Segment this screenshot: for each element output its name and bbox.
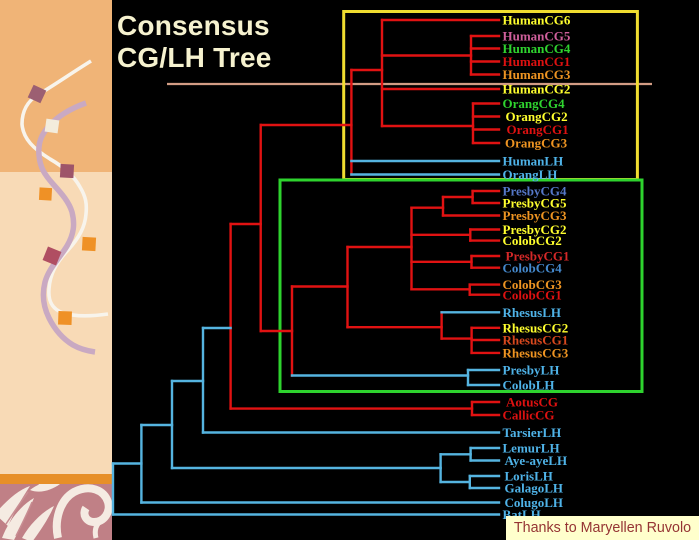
svg-text:ColobCG4: ColobCG4 <box>503 260 563 275</box>
svg-text:GalagoLH: GalagoLH <box>505 481 564 496</box>
svg-text:AotusCG: AotusCG <box>506 395 558 410</box>
svg-text:TarsierLH: TarsierLH <box>503 425 562 440</box>
svg-text:OrangCG4: OrangCG4 <box>503 96 566 111</box>
svg-text:RhesusCG1: RhesusCG1 <box>503 333 569 348</box>
svg-text:ColobCG3: ColobCG3 <box>503 277 563 292</box>
svg-text:RhesusCG2: RhesusCG2 <box>503 320 569 335</box>
svg-text:HumanCG6: HumanCG6 <box>503 13 571 28</box>
svg-text:PresbyCG1: PresbyCG1 <box>506 249 570 264</box>
svg-text:HumanCG1: HumanCG1 <box>503 54 571 69</box>
svg-text:PresbyCG3: PresbyCG3 <box>503 208 568 223</box>
svg-text:HumanCG5: HumanCG5 <box>503 29 571 44</box>
svg-text:CallicCG: CallicCG <box>503 408 555 423</box>
svg-text:OrangCG2: OrangCG2 <box>506 109 568 124</box>
svg-text:HumanCG3: HumanCG3 <box>503 67 571 82</box>
svg-text:ColugoLH: ColugoLH <box>505 495 564 510</box>
svg-text:ColobLH: ColobLH <box>503 378 555 393</box>
svg-text:OrangLH: OrangLH <box>503 167 558 182</box>
svg-text:HumanLH: HumanLH <box>503 154 564 169</box>
svg-text:LemurLH: LemurLH <box>503 441 560 456</box>
svg-text:HumanCG4: HumanCG4 <box>503 41 571 56</box>
svg-text:PresbyCG4: PresbyCG4 <box>503 184 568 199</box>
svg-text:OrangCG1: OrangCG1 <box>507 122 569 137</box>
svg-text:ColobCG1: ColobCG1 <box>503 287 562 302</box>
svg-text:RhesusCG3: RhesusCG3 <box>503 346 569 361</box>
svg-text:PresbyCG5: PresbyCG5 <box>503 196 568 211</box>
svg-text:Aye-ayeLH: Aye-ayeLH <box>505 453 568 468</box>
svg-text:OrangCG3: OrangCG3 <box>505 136 568 151</box>
svg-text:PresbyLH: PresbyLH <box>503 363 560 378</box>
svg-text:RhesusLH: RhesusLH <box>503 305 562 320</box>
svg-text:LorisLH: LorisLH <box>505 469 553 484</box>
svg-text:HumanCG2: HumanCG2 <box>503 82 571 97</box>
svg-text:PresbyCG2: PresbyCG2 <box>503 222 567 237</box>
svg-text:ColobCG2: ColobCG2 <box>503 233 562 248</box>
